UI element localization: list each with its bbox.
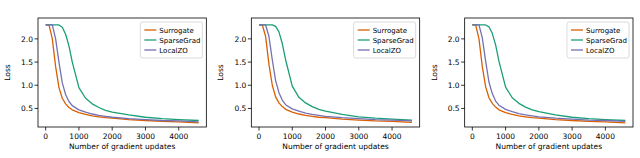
x-tick-label: 2000: [103, 132, 122, 141]
legend-label: Surrogate: [586, 27, 620, 35]
x-tick: [292, 127, 293, 131]
y-tick-label: 1.5: [21, 58, 33, 67]
legend-box: [567, 22, 629, 58]
y-tick-label: 0.5: [21, 104, 33, 113]
legend-box: [140, 22, 202, 58]
legend-label: LocalZO: [586, 47, 615, 55]
y-axis-label: Loss: [216, 64, 225, 81]
x-tick-label: 1000: [69, 132, 88, 141]
y-tick-label: 1.0: [448, 81, 460, 90]
y-tick: [35, 85, 39, 86]
legend-swatch: [144, 29, 156, 30]
legend-label: SparseGrad: [159, 37, 200, 45]
frame: [465, 18, 633, 127]
legend-swatch: [358, 29, 370, 30]
y-tick-label: 0.5: [448, 104, 460, 113]
x-tick-label: 4000: [383, 132, 402, 141]
x-tick: [572, 127, 573, 131]
x-tick-label: 2000: [316, 132, 335, 141]
x-tick: [258, 127, 259, 131]
y-tick-label: 2.0: [21, 35, 33, 44]
y-tick: [248, 85, 252, 86]
figure: 0.51.01.52.001000200030004000Number of g…: [0, 0, 640, 158]
y-tick: [461, 85, 465, 86]
y-tick-label: 0.5: [234, 104, 246, 113]
x-tick: [178, 127, 179, 131]
x-tick: [472, 127, 473, 131]
legend: Surrogate SparseGrad LocalZO: [567, 22, 629, 58]
legend-swatch: [358, 49, 370, 50]
legend-swatch: [571, 29, 583, 30]
legend-label: LocalZO: [159, 47, 188, 55]
frame: [38, 18, 206, 127]
x-tick-label: 3000: [563, 132, 582, 141]
y-tick: [248, 62, 252, 63]
y-tick: [248, 108, 252, 109]
legend-swatch: [358, 39, 370, 40]
legend: Surrogate SparseGrad LocalZO: [140, 22, 202, 58]
x-tick-label: 1000: [283, 132, 302, 141]
x-tick: [112, 127, 113, 131]
y-tick-label: 2.0: [448, 35, 460, 44]
y-tick: [248, 38, 252, 39]
x-tick: [145, 127, 146, 131]
legend-swatch: [144, 49, 156, 50]
y-axis-label: Loss: [430, 64, 439, 81]
x-tick-label: 3000: [136, 132, 155, 141]
x-tick-label: 0: [257, 132, 262, 141]
legend-label: SparseGrad: [586, 37, 627, 45]
x-tick: [605, 127, 606, 131]
legend-label: SparseGrad: [373, 37, 414, 45]
legend-swatch: [144, 39, 156, 40]
y-tick: [461, 108, 465, 109]
legend-box: [354, 22, 416, 58]
x-tick: [45, 127, 46, 131]
x-tick-label: 4000: [169, 132, 188, 141]
x-tick-label: 3000: [349, 132, 368, 141]
y-tick-label: 1.0: [21, 81, 33, 90]
y-tick: [35, 62, 39, 63]
x-tick: [358, 127, 359, 131]
x-axis-label: Number of gradient updates: [282, 142, 389, 151]
x-tick: [505, 127, 506, 131]
x-tick-label: 1000: [496, 132, 515, 141]
legend-label: LocalZO: [373, 47, 402, 55]
x-tick-label: 4000: [596, 132, 615, 141]
y-tick-label: 1.5: [448, 58, 460, 67]
y-tick-label: 2.0: [234, 35, 246, 44]
x-axis-label: Number of gradient updates: [69, 142, 176, 151]
x-tick-label: 0: [470, 132, 475, 141]
panel: 0.5 1.0 1.5 2.0 0 1000 2000 3000 4000Number of g…: [3, 18, 206, 151]
y-tick-label: 1.0: [234, 81, 246, 90]
y-tick: [461, 38, 465, 39]
legend-label: Surrogate: [373, 27, 407, 35]
legend-swatch: [571, 39, 583, 40]
y-tick: [35, 38, 39, 39]
x-tick: [538, 127, 539, 131]
y-axis-label: Loss: [3, 64, 12, 81]
legend-label: Surrogate: [159, 27, 193, 35]
y-tick: [461, 62, 465, 63]
y-tick: [35, 108, 39, 109]
panel: 0.5 1.0 1.5 2.0 0 1000 2000 3000 4000Number of g…: [216, 18, 419, 151]
y-tick-label: 1.5: [234, 58, 246, 67]
panel: 0.5 1.0 1.5 2.0 0 1000 2000 3000 4000Number of g…: [430, 18, 633, 151]
x-tick: [325, 127, 326, 131]
x-tick: [392, 127, 393, 131]
x-tick-label: 0: [43, 132, 48, 141]
legend-swatch: [571, 49, 583, 50]
x-tick: [78, 127, 79, 131]
x-axis-label: Number of gradient updates: [496, 142, 603, 151]
frame: [251, 18, 419, 127]
x-tick-label: 2000: [529, 132, 548, 141]
legend: Surrogate SparseGrad LocalZO: [354, 22, 416, 58]
